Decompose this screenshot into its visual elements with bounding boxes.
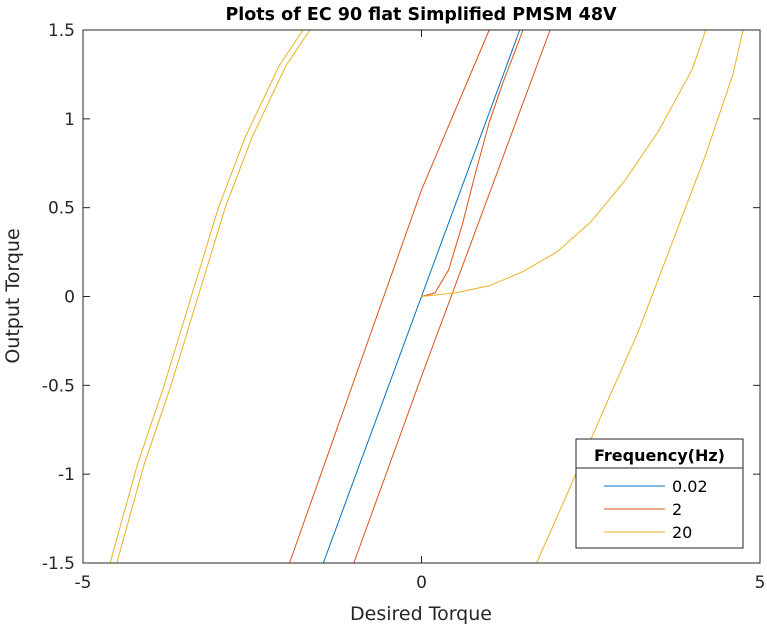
series-20-line-2	[421, 29, 707, 297]
axes	[82, 29, 761, 564]
legend-title: Frequency(Hz)	[594, 446, 725, 465]
series-20-line-1	[116, 29, 311, 564]
x-axis-label: Desired Torque	[350, 603, 492, 625]
series-2-line-1	[353, 29, 551, 564]
y-tick-label: 1	[64, 110, 75, 130]
tick-labels: -5 0 5 -1.5 -1 -0.5 0 0.5 1 1.5	[42, 21, 766, 593]
series-2-line-0	[289, 29, 490, 564]
legend: Frequency(Hz) 0.02 2 20	[575, 438, 744, 549]
series-20-line-0	[109, 29, 304, 564]
chart-title: Plots of EC 90 flat Simplified PMSM 48V	[225, 5, 617, 25]
y-axis-label: Output Torque	[2, 228, 24, 363]
x-tick-label: -5	[75, 573, 92, 593]
y-tick-label: -1.5	[42, 554, 75, 574]
series-2-line-2	[421, 29, 524, 297]
y-tick-label: 1.5	[48, 21, 75, 41]
y-tick-label: 0	[64, 288, 75, 308]
y-tick-label: -0.5	[42, 376, 75, 396]
legend-entry-0.02: 0.02	[672, 477, 708, 496]
legend-box	[575, 438, 744, 549]
legend-entry-2: 2	[672, 500, 682, 519]
legend-entry-20: 20	[672, 523, 692, 542]
x-tick-label: 0	[416, 573, 427, 593]
y-tick-label: -1	[58, 465, 75, 485]
x-tick-label: 5	[755, 573, 766, 593]
y-tick-label: 0.5	[48, 199, 75, 219]
